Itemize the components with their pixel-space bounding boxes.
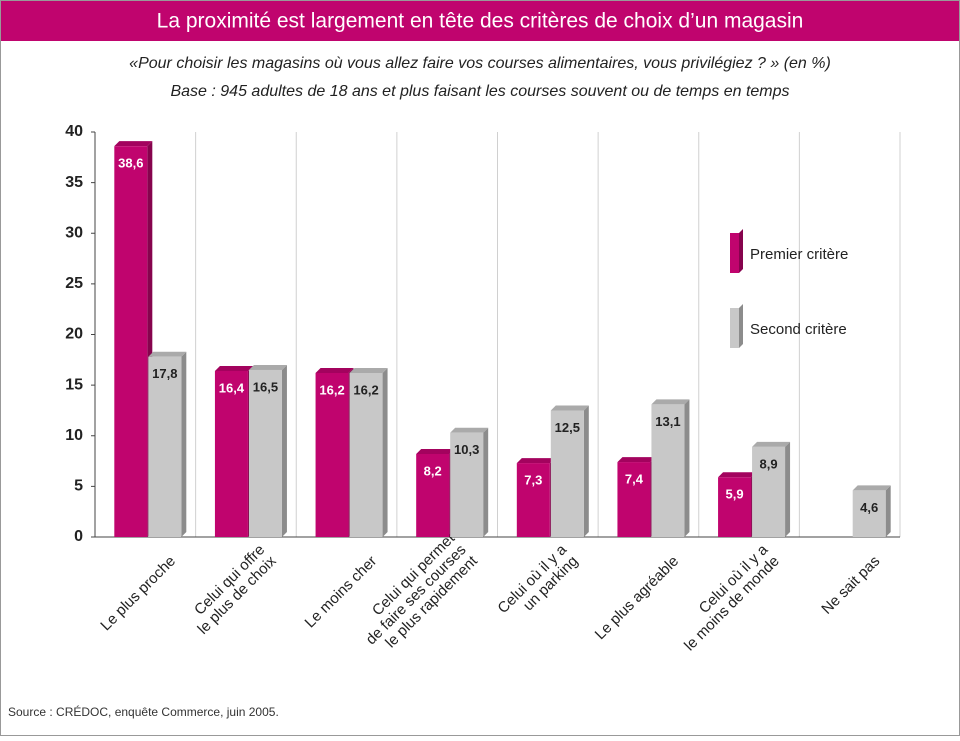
y-tick-label: 5 bbox=[74, 478, 83, 495]
value-label: 17,8 bbox=[152, 366, 177, 381]
legend-swatch bbox=[730, 308, 739, 348]
bar bbox=[248, 364, 287, 537]
bar-face bbox=[718, 477, 752, 537]
bar-top bbox=[214, 365, 253, 371]
bar-face bbox=[550, 410, 584, 537]
bar-top bbox=[550, 405, 589, 411]
subtitle: Base : 945 adultes de 18 ans et plus fai… bbox=[170, 83, 789, 100]
value-label: 12,5 bbox=[555, 420, 580, 435]
bar-top bbox=[148, 351, 187, 357]
bar bbox=[349, 367, 388, 537]
bar-face bbox=[148, 356, 182, 537]
bar-top bbox=[114, 141, 153, 147]
bar bbox=[617, 457, 656, 537]
bar bbox=[114, 141, 153, 538]
bar bbox=[416, 448, 455, 537]
bar-face bbox=[248, 369, 282, 537]
bar-top bbox=[349, 367, 388, 373]
value-label: 7,4 bbox=[625, 472, 644, 487]
y-tick-label: 20 bbox=[65, 326, 83, 343]
value-label: 4,6 bbox=[860, 500, 878, 515]
bar-top bbox=[248, 364, 287, 370]
bar-top bbox=[315, 367, 354, 373]
bar bbox=[516, 458, 555, 537]
bar-face bbox=[852, 490, 886, 537]
legend-swatch-side bbox=[739, 229, 743, 273]
y-tick-label: 0 bbox=[74, 528, 83, 545]
bar-face bbox=[617, 462, 651, 537]
bar-side bbox=[281, 364, 287, 537]
bar-face bbox=[315, 372, 349, 537]
title-bar bbox=[1, 1, 959, 41]
bar-top bbox=[516, 458, 555, 464]
y-tick-label: 35 bbox=[65, 174, 83, 191]
legend-swatch-side bbox=[739, 304, 743, 348]
legend-swatch bbox=[730, 233, 739, 273]
legend-label: Second critère bbox=[750, 321, 847, 338]
bar-top bbox=[718, 472, 757, 478]
bar bbox=[651, 399, 690, 537]
bar bbox=[550, 405, 589, 537]
bar bbox=[450, 427, 489, 537]
chart-title: La proximité est largement en tête des c… bbox=[157, 10, 804, 33]
source: Source : CRÉDOC, enquête Commerce, juin … bbox=[8, 704, 279, 719]
bar bbox=[718, 472, 757, 537]
bar-face bbox=[450, 432, 484, 537]
y-tick-label: 30 bbox=[65, 224, 83, 241]
value-label: 16,4 bbox=[219, 380, 245, 395]
bar-side bbox=[483, 427, 489, 537]
y-tick-label: 15 bbox=[65, 376, 83, 393]
bar-side bbox=[684, 399, 690, 537]
value-label: 10,3 bbox=[454, 442, 479, 457]
bar-side bbox=[181, 351, 187, 537]
bar-top bbox=[416, 448, 455, 454]
y-tick-label: 40 bbox=[65, 123, 83, 140]
bar-face bbox=[516, 463, 550, 537]
bar-side bbox=[785, 441, 791, 537]
bar-face bbox=[214, 370, 248, 537]
value-label: 13,1 bbox=[655, 414, 680, 429]
value-label: 7,3 bbox=[524, 473, 542, 488]
bar-side bbox=[382, 367, 388, 537]
bar bbox=[148, 351, 187, 537]
value-label: 8,2 bbox=[424, 463, 442, 478]
bar bbox=[852, 485, 891, 537]
bar-top bbox=[450, 427, 489, 433]
y-tick-label: 10 bbox=[65, 427, 83, 444]
bar-top bbox=[752, 441, 791, 447]
legend-label: Premier critère bbox=[750, 246, 848, 263]
y-tick-label: 25 bbox=[65, 275, 83, 292]
bar-top bbox=[617, 457, 656, 463]
bar-top bbox=[651, 399, 690, 405]
bar-face bbox=[416, 453, 450, 537]
value-label: 38,6 bbox=[118, 156, 143, 171]
bar-face bbox=[349, 372, 383, 537]
value-label: 5,9 bbox=[726, 487, 744, 502]
bar-top bbox=[852, 485, 891, 491]
bar-face bbox=[651, 404, 685, 537]
bar-side bbox=[583, 405, 589, 537]
bar bbox=[752, 441, 791, 537]
bar-face bbox=[752, 446, 786, 537]
value-label: 16,2 bbox=[353, 382, 378, 397]
value-label: 16,2 bbox=[319, 382, 344, 397]
subtitle: «Pour choisir les magasins où vous allez… bbox=[129, 55, 831, 72]
bar-side bbox=[885, 485, 891, 537]
value-label: 8,9 bbox=[760, 456, 778, 471]
value-label: 16,5 bbox=[253, 379, 278, 394]
bar-face bbox=[114, 146, 148, 538]
